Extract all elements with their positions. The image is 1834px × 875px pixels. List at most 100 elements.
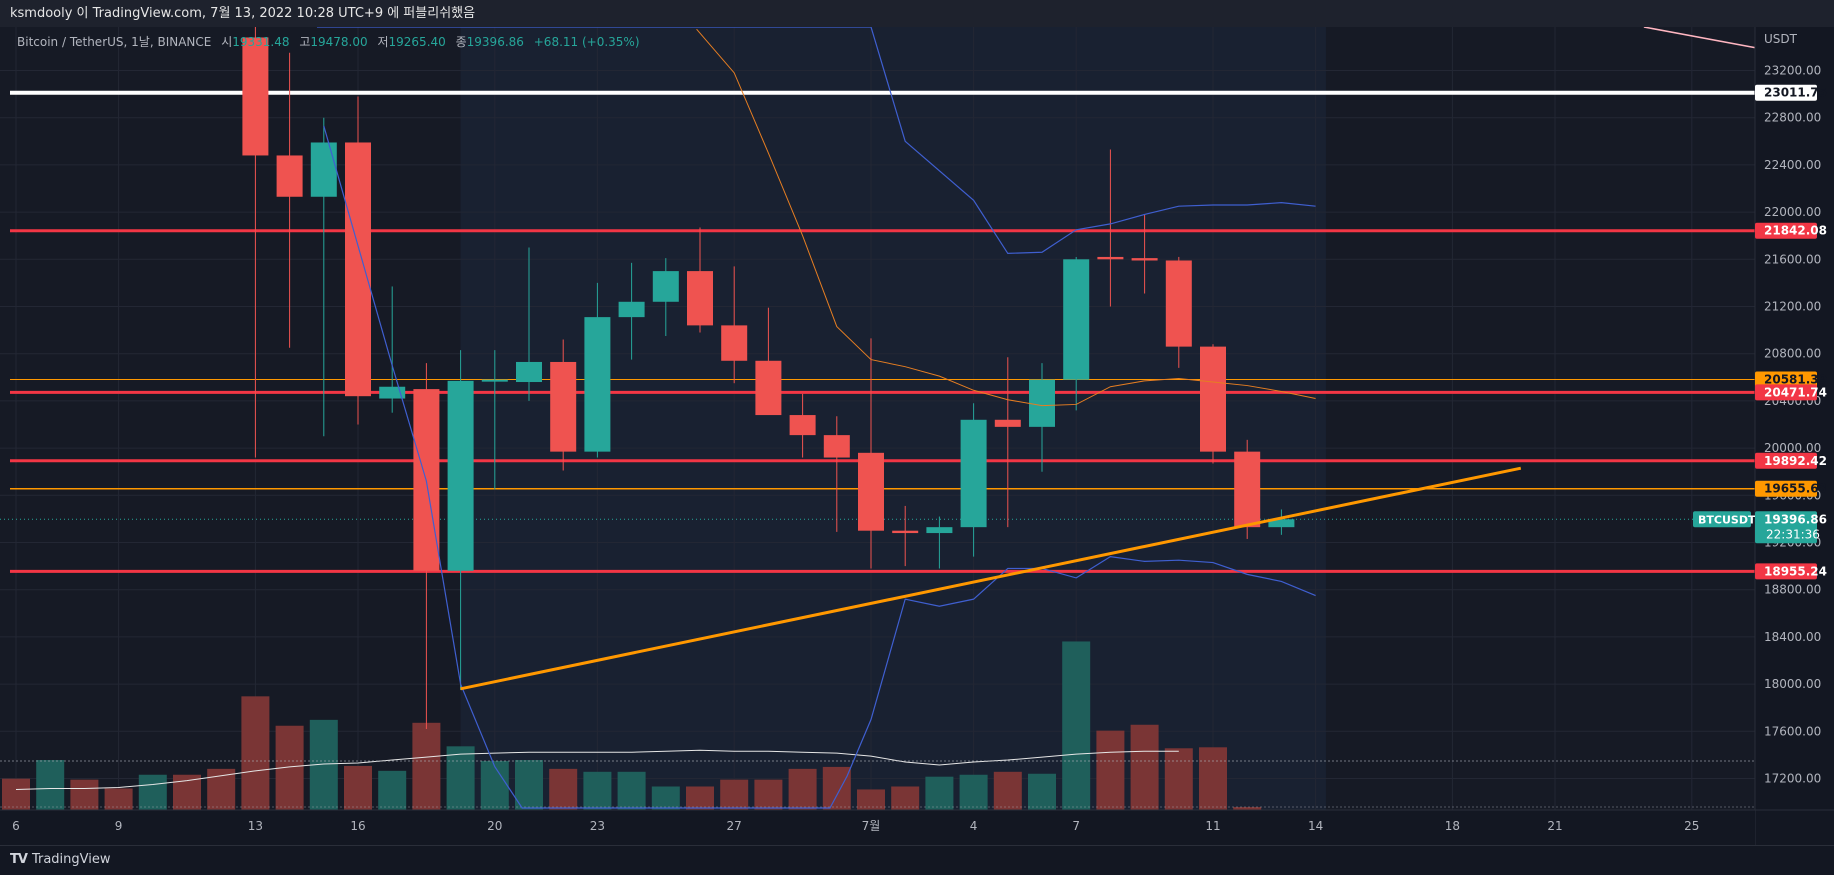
candle[interactable] [1063, 256, 1090, 411]
price-tick-label: 21600.00 [1764, 252, 1821, 266]
time-tick-label: 7월 [862, 819, 881, 833]
candle[interactable] [584, 282, 611, 458]
candle[interactable] [310, 117, 337, 437]
candle-body [892, 530, 919, 534]
price-level-tag-text: 20581.39 [1764, 372, 1827, 386]
candle[interactable] [1165, 256, 1192, 368]
candle[interactable] [1097, 149, 1124, 307]
symbol-tag-text: BTCUSDT [1698, 513, 1756, 526]
volume-bar [515, 760, 543, 811]
candle-body [584, 317, 611, 452]
current-price-tag [1755, 511, 1817, 544]
tradingview-brand[interactable]: TV TradingView [10, 852, 110, 867]
volume-bar [686, 786, 714, 811]
candle-body [1234, 451, 1261, 528]
candle[interactable] [1200, 344, 1226, 464]
candle-body [1165, 260, 1192, 347]
low-value: 19265.40 [388, 35, 446, 49]
candle[interactable] [858, 338, 884, 569]
candle[interactable] [994, 357, 1021, 528]
candle[interactable] [379, 286, 406, 413]
time-tick-label: 14 [1308, 819, 1323, 833]
volume-bar [1130, 724, 1159, 811]
candle[interactable] [1268, 509, 1295, 535]
volume-bar [412, 722, 441, 811]
candle[interactable] [755, 307, 782, 416]
candle-body [379, 386, 406, 399]
tradingview-logo-icon: TV [10, 852, 28, 867]
time-axis[interactable] [0, 810, 1755, 845]
candle-body [823, 435, 850, 458]
candle[interactable] [926, 516, 953, 569]
candle[interactable] [789, 393, 816, 458]
price-level-tag [1755, 84, 1817, 101]
price-chart[interactable]: USDT 23200.00 22800.00 22400.00 22000.00 2160… [0, 0, 1834, 845]
time-tick-label: 16 [350, 819, 365, 833]
candle[interactable] [345, 96, 371, 425]
price-level-tag [1755, 384, 1817, 401]
volume-bar [207, 768, 236, 811]
low-label: 저 [377, 35, 389, 49]
volume-bar [309, 719, 338, 811]
author-line: ksmdooly 이 TradingView.com, 7월 13, 2022 … [10, 6, 476, 21]
volume-bar [822, 766, 851, 811]
candle-body [1268, 519, 1295, 528]
brand-name: TradingView [31, 852, 111, 867]
publish-info-bar: ksmdooly 이 TradingView.com, 7월 13, 2022 … [0, 0, 1834, 27]
change-value: +68.11 (+0.35%) [533, 35, 640, 49]
symbol-tag [1693, 511, 1751, 528]
time-tick-label: 25 [1684, 819, 1699, 833]
volume-bar [720, 779, 749, 811]
candle[interactable] [1234, 439, 1261, 539]
trendline[interactable] [460, 466, 1522, 691]
time-tick-label: 13 [248, 819, 263, 833]
time-tick-label: 27 [727, 819, 742, 833]
candle[interactable] [892, 505, 919, 567]
price-axis[interactable] [1755, 27, 1834, 845]
candle-body [618, 301, 645, 318]
candle[interactable] [960, 403, 987, 557]
price-level-tag [1755, 371, 1817, 388]
candle-body [345, 142, 371, 397]
candle[interactable] [652, 258, 679, 336]
price-axis-currency: USDT [1764, 32, 1798, 46]
candle[interactable] [242, 27, 269, 458]
candle[interactable] [1029, 363, 1055, 472]
volume-bar [2, 778, 30, 811]
candle[interactable] [481, 350, 508, 490]
price-level-tag-text: 21842.08 [1764, 224, 1827, 238]
candle[interactable] [447, 350, 474, 690]
open-label: 시 [221, 35, 233, 49]
volume-bar [480, 761, 509, 811]
candle[interactable] [618, 262, 645, 360]
volume-bar [617, 771, 646, 811]
candle[interactable] [687, 227, 713, 333]
volume-bar [36, 760, 65, 811]
volume-bar [446, 746, 475, 811]
price-tick-label: 22800.00 [1764, 111, 1821, 125]
candle[interactable] [1131, 214, 1158, 294]
candle[interactable] [823, 416, 850, 532]
price-level-tag [1755, 563, 1817, 580]
candle[interactable] [516, 247, 542, 401]
upper-trendline [1643, 26, 1764, 50]
candle[interactable] [550, 339, 577, 471]
price-tick-label: 23200.00 [1764, 64, 1821, 78]
candle-body [310, 142, 337, 197]
price-tick-label: 20000.00 [1764, 441, 1821, 455]
candle[interactable] [721, 266, 748, 384]
candle-body [447, 380, 474, 571]
bollinger-lower-line [323, 125, 1316, 809]
time-tick-label: 20 [487, 819, 502, 833]
volume-bar [241, 696, 270, 811]
volume-bar [857, 789, 885, 811]
volume-bar [1028, 773, 1056, 811]
high-value: 19478.00 [310, 35, 368, 49]
candle[interactable] [276, 52, 303, 348]
ohlc-legend: Bitcoin / TetherUS, 1날, BINANCE 시19331.4… [17, 33, 640, 50]
footer-bar: TV TradingView [0, 845, 1834, 875]
candle-body [242, 37, 269, 156]
candle-body [652, 271, 679, 302]
high-label: 고 [299, 35, 311, 49]
time-tick-label: 11 [1205, 819, 1220, 833]
